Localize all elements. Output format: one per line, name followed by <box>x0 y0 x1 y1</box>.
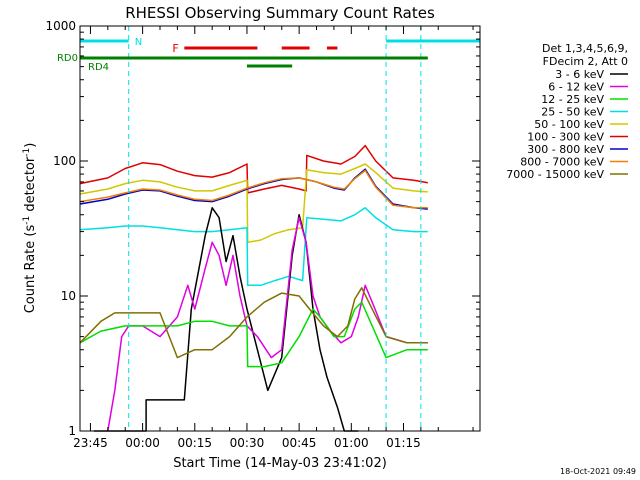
y-tick-label-0: 1 <box>68 424 76 438</box>
plot-frame <box>79 25 481 432</box>
x-tick-label-6: 01:15 <box>386 436 421 450</box>
series-line-0 <box>79 144 428 194</box>
y-tick-label-2: 100 <box>53 154 76 168</box>
y-axis-label-part1: Count Rate (s <box>23 225 38 314</box>
x-tick-label-5: 01:00 <box>334 436 369 450</box>
x-tick-label-0: 23:45 <box>73 436 108 450</box>
legend: Det 1,3,4,5,6,9, FDecim 2, Att 0 3 - 6 k… <box>506 42 628 181</box>
y-tick-label-1: 10 <box>61 289 76 303</box>
rd4-flag-label: RD4 <box>88 62 109 73</box>
legend-label-4: 50 - 100 keV <box>534 118 604 131</box>
legend-header-line1: Det 1,3,4,5,6,9, <box>542 42 628 55</box>
y-tick-label-3: 1000 <box>45 19 76 33</box>
series-layer <box>79 144 428 432</box>
flare-flag-label: F <box>172 42 178 55</box>
legend-header-line2: FDecim 2, Att 0 <box>543 55 628 68</box>
x-tick-label-2: 00:15 <box>177 436 212 450</box>
y-axis-label-sup2: -1 <box>22 148 32 157</box>
legend-label-6: 300 - 800 keV <box>527 143 604 156</box>
night-flag-label: N <box>135 37 142 48</box>
legend-label-0: 3 - 6 keV <box>555 68 604 81</box>
legend-label-1: 6 - 12 keV <box>548 81 604 94</box>
series-line-4 <box>79 207 428 287</box>
footer-timestamp: 18-Oct-2021 09:49 <box>560 467 636 476</box>
legend-label-7: 800 - 7000 keV <box>520 156 604 169</box>
y-axis-label-sup1: -1 <box>22 216 32 225</box>
y-axis-label: Count Rate (s-1 detector-1) <box>22 143 38 314</box>
legend-label-5: 100 - 300 keV <box>527 131 604 144</box>
legend-label-2: 12 - 25 keV <box>541 93 604 106</box>
legend-label-8: 7000 - 15000 keV <box>506 168 604 181</box>
y-axis-label-part2: detector <box>23 156 38 216</box>
x-tick-label-3: 00:30 <box>230 436 265 450</box>
y-axis: 1 10 100 1000 <box>45 19 480 438</box>
series-line-7 <box>79 301 428 368</box>
series-line-8 <box>79 287 428 359</box>
series-line-5 <box>93 207 359 432</box>
x-tick-label-1: 00:00 <box>125 436 160 450</box>
x-tick-label-4: 00:45 <box>282 436 317 450</box>
legend-label-3: 25 - 50 keV <box>541 106 604 119</box>
flags-layer: N F RD0 RD4 <box>57 26 480 431</box>
series-line-6 <box>107 216 428 432</box>
x-axis: 23:45 00:00 00:15 00:30 00:45 01:00 01:15 <box>73 26 474 450</box>
y-axis-label-part3: ) <box>23 143 38 148</box>
series-line-3 <box>79 169 428 209</box>
chart-title: RHESSI Observing Summary Count Rates <box>125 4 435 22</box>
rd0-flag-label: RD0 <box>57 53 78 64</box>
series-line-1 <box>79 163 428 244</box>
x-axis-label: Start Time (14-May-03 23:41:02) <box>173 456 387 471</box>
